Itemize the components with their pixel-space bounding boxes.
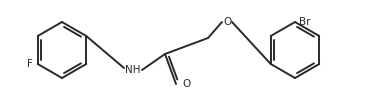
Text: NH: NH [125,65,141,75]
Text: Br: Br [299,17,311,27]
Text: F: F [27,59,33,69]
Text: O: O [223,17,231,27]
Text: O: O [182,79,190,89]
